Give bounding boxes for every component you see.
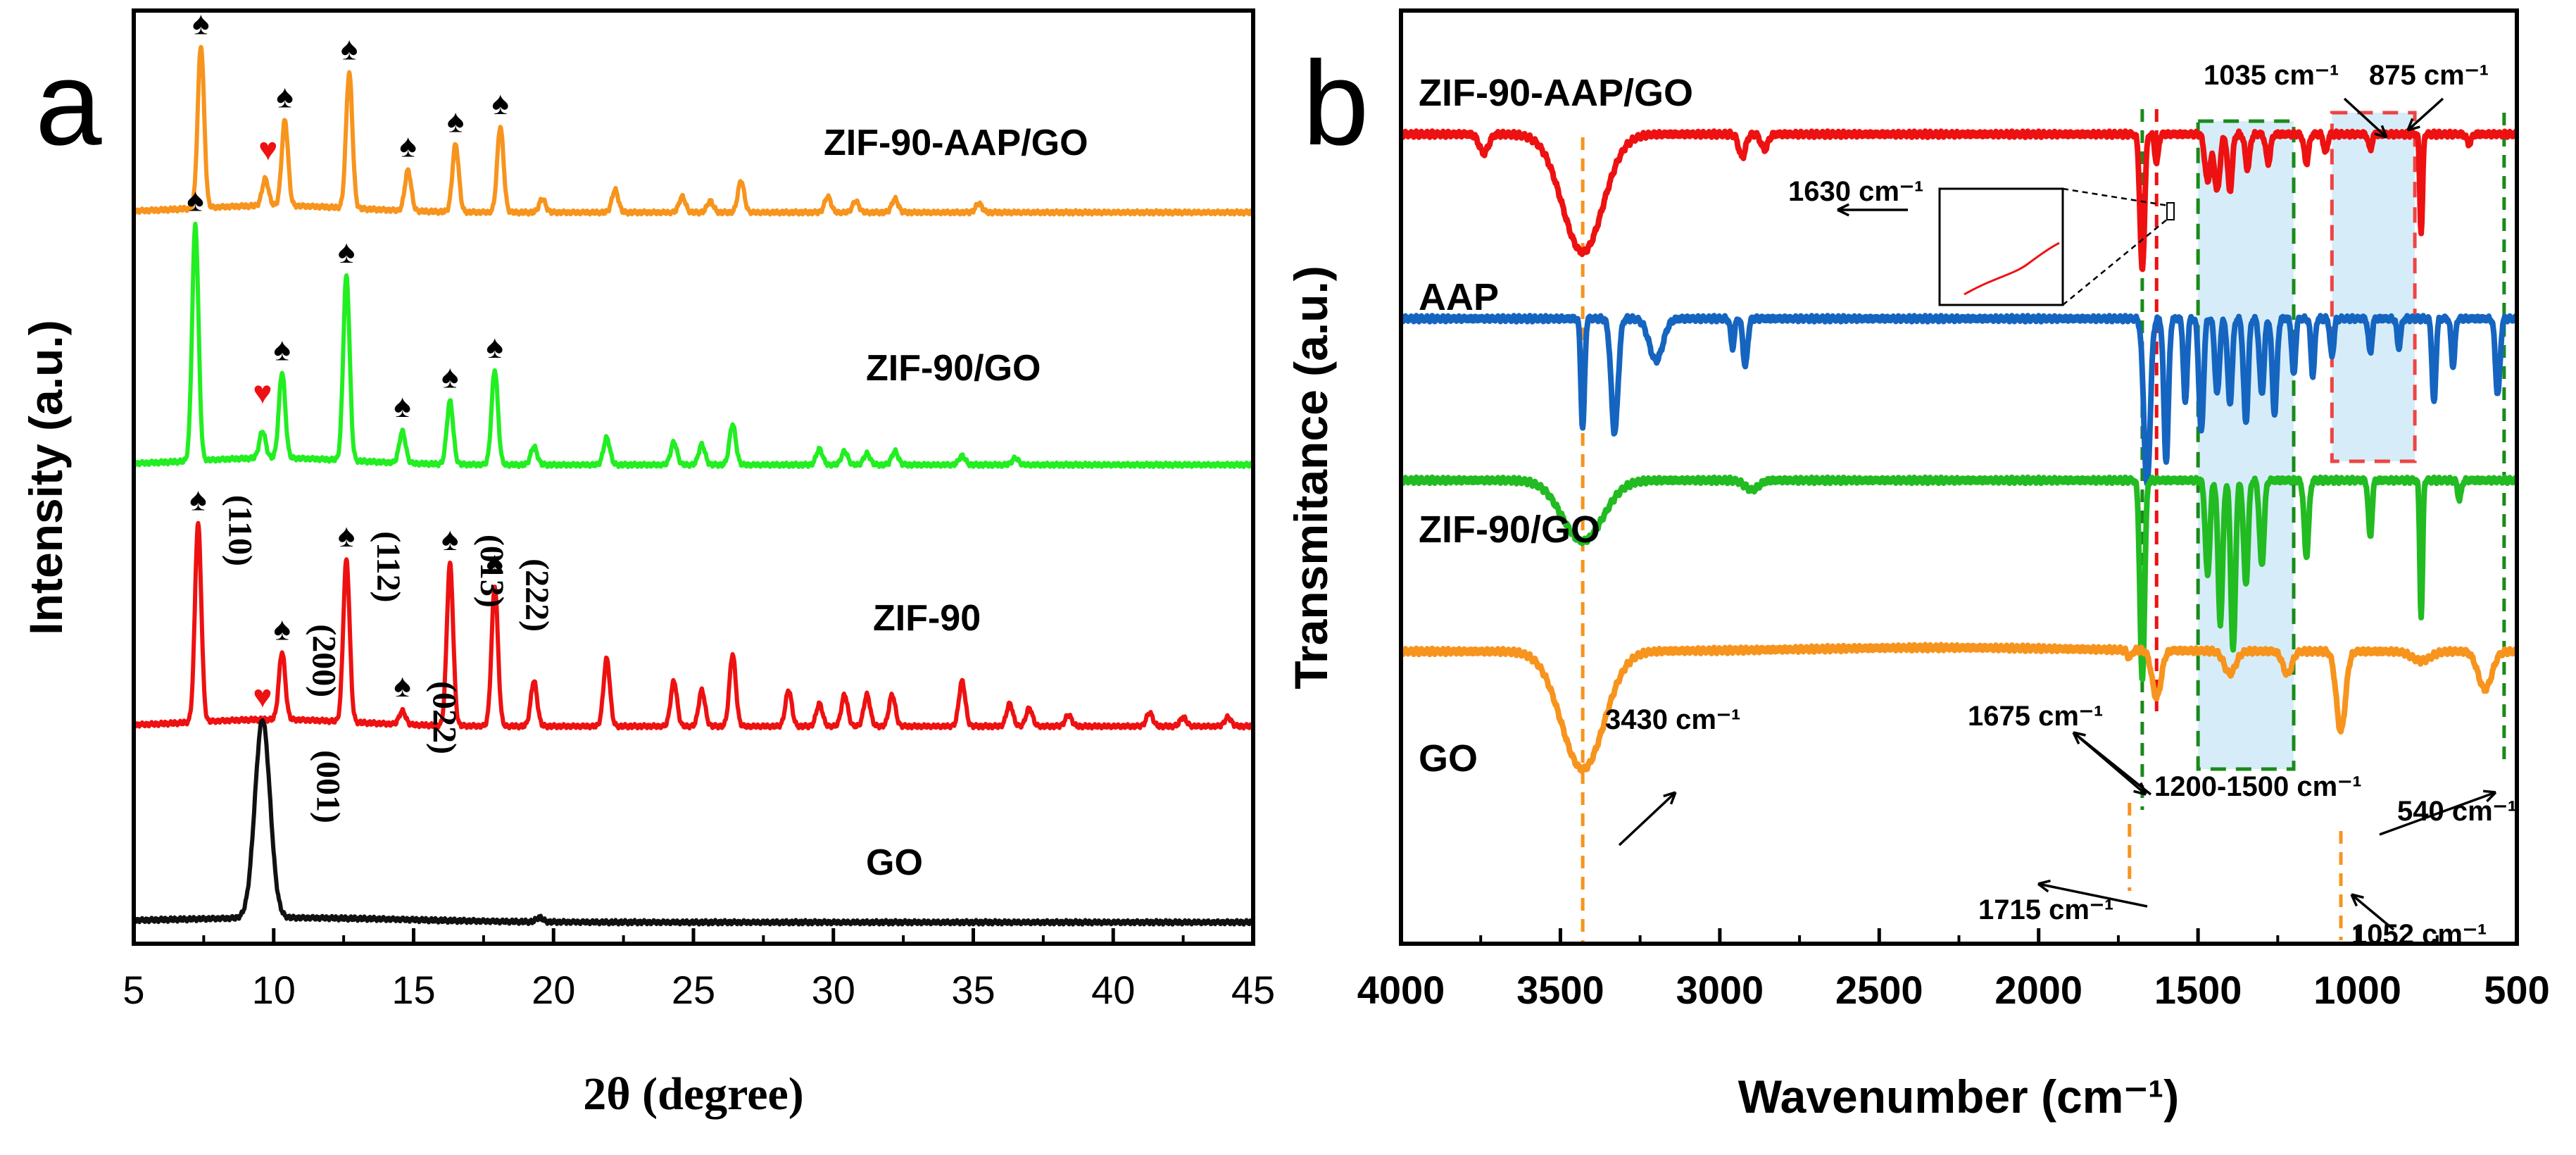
ftir-annotation: 3430 cm⁻¹ — [1605, 704, 1740, 735]
x-tick-label: 25 — [672, 968, 715, 1012]
annotation-arrow — [2037, 879, 2148, 908]
x-tick-label: 30 — [812, 968, 855, 1012]
xrd-label-go: GO — [866, 842, 923, 883]
ftir-label-go: GO — [1419, 737, 1478, 780]
panel-a-letter: a — [35, 37, 102, 170]
ftir-series-zif-90-aap-go — [1401, 128, 2517, 273]
panel-a-lines-layer — [134, 44, 1253, 927]
ftir-annotation: 1630 cm⁻¹ — [1788, 176, 1923, 207]
x-tick-label: 40 — [1091, 968, 1135, 1012]
spade-marker: ♠ — [273, 610, 290, 647]
ftir-label-zif-90-go: ZIF-90/GO — [1419, 508, 1600, 551]
heart-marker: ♥ — [253, 374, 272, 411]
ftir-label-aap: AAP — [1419, 276, 1499, 318]
x-tick-label: 10 — [252, 968, 296, 1012]
x-tick-label: 3500 — [1516, 968, 1604, 1012]
inset-zoom — [1938, 187, 2175, 306]
x-tick-label: 4000 — [1357, 968, 1445, 1012]
ftir-annotation: 1675 cm⁻¹ — [1968, 701, 2103, 732]
panel-b: b ZIF-90-AAP/GO AAP ZIF-90/GO GO 3430 cm⁻¹ 16… — [1285, 8, 2550, 1123]
spade-marker: ♠ — [338, 233, 355, 270]
spade-marker: ♠ — [492, 85, 509, 121]
xrd-series-zif-90-aap-go — [134, 44, 1253, 217]
xrd-series-zif-90-go — [134, 221, 1253, 470]
x-tick-label: 1000 — [2313, 968, 2401, 1012]
spade-marker: ♠ — [441, 358, 458, 394]
panel-b-annotations: ZIF-90-AAP/GO AAP ZIF-90/GO GO 3430 cm⁻¹ 1675… — [1419, 60, 2517, 950]
miller-index-label: (200) — [306, 624, 343, 697]
panel-a-markers-layer: ZIF-90-AAP/GO ZIF-90/GO ZIF-90 GO ♠ ♠ ♠ ♠ ♠ ♠ ♠ ♠ ♠ ♠… — [187, 5, 1088, 883]
heart-marker: ♥ — [253, 678, 272, 715]
panel-b-letter: b — [1302, 37, 1369, 170]
xrd-series-go — [134, 718, 1253, 927]
spade-marker: ♠ — [486, 328, 503, 365]
x-tick-label: 3000 — [1676, 968, 1764, 1012]
annotation-arrow — [1618, 791, 1677, 847]
ftir-series-aap — [1401, 313, 2517, 487]
ftir-series-go — [1401, 642, 2517, 775]
x-tick-label: 45 — [1231, 968, 1275, 1012]
spade-marker: ♠ — [187, 182, 203, 218]
annotation-arrow — [2350, 893, 2395, 931]
spade-marker: ♠ — [273, 330, 290, 367]
annotation-arrow — [2072, 731, 2152, 796]
panel-b-xlabel: Wavenumber (cm⁻¹) — [1738, 1070, 2179, 1123]
ftir-annotation: 1035 cm⁻¹ — [2204, 60, 2339, 91]
spade-marker: ♠ — [338, 517, 355, 554]
panel-a: a ZIF-90-AAP/GO ZIF-90/GO ZIF-90 GO ♠ ♠ ♠ ♠ ♠ ♠ ♠ ♠… — [20, 5, 1275, 1120]
ftir-annotation: 1715 cm⁻¹ — [1978, 894, 2113, 925]
inset-curve — [1964, 242, 2060, 296]
annotation-arrow — [2343, 97, 2388, 139]
panel-b-highlight-regions — [2196, 111, 2417, 771]
x-tick-label: 5 — [122, 968, 144, 1012]
highlight-region — [2196, 119, 2296, 771]
ftir-label-zif-90-aap-go: ZIF-90-AAP/GO — [1419, 72, 1693, 114]
spade-marker: ♠ — [276, 78, 293, 115]
spade-marker: ♠ — [189, 481, 206, 518]
miller-index-label: (022) — [426, 681, 463, 754]
x-tick-label: 2500 — [1835, 968, 1923, 1012]
heart-marker: ♥ — [258, 130, 277, 167]
xrd-label-zif-90-aap-go: ZIF-90-AAP/GO — [824, 123, 1088, 163]
spade-marker: ♠ — [447, 102, 464, 139]
miller-index-label: (222) — [518, 558, 555, 632]
x-tick-label: 1500 — [2154, 968, 2242, 1012]
panel-a-ticks: 5 10 15 20 25 30 35 40 45 — [122, 928, 1275, 1012]
highlight-region — [2330, 111, 2417, 463]
xrd-series-zif-90 — [134, 520, 1253, 731]
ftir-series-zif-90-go — [1401, 474, 2517, 682]
miller-index-label: (112) — [370, 531, 407, 602]
ftir-annotation: 1200-1500 cm⁻¹ — [2154, 771, 2362, 802]
x-tick-label: 20 — [532, 968, 575, 1012]
annotation-arrow — [1837, 203, 1908, 217]
spade-marker: ♠ — [394, 387, 410, 424]
miller-index-label: (013) — [473, 535, 510, 608]
x-tick-label: 500 — [2484, 968, 2549, 1012]
spade-marker: ♠ — [486, 544, 503, 581]
panel-b-lines-layer — [1401, 128, 2517, 775]
xrd-label-zif-90: ZIF-90 — [873, 598, 981, 639]
panel-a-ylabel: Intensity (a.u.) — [20, 320, 72, 635]
panel-a-xlabel: 2θ (degree) — [583, 1068, 804, 1120]
x-tick-label: 35 — [951, 968, 995, 1012]
annotation-arrow — [2406, 97, 2444, 132]
ftir-annotation: 875 cm⁻¹ — [2369, 60, 2489, 91]
miller-index-label: (001) — [309, 750, 346, 823]
spade-marker: ♠ — [394, 667, 410, 704]
x-tick-label: 2000 — [1994, 968, 2082, 1012]
annotation-arrow — [2379, 789, 2497, 836]
panel-b-ticks: 4000 3500 3000 2500 2000 1500 1000 500 — [1357, 928, 2550, 1012]
spade-marker: ♠ — [441, 520, 458, 557]
inset-frame — [1938, 187, 2064, 306]
miller-index-label: (110) — [221, 495, 258, 566]
x-tick-label: 15 — [391, 968, 435, 1012]
xrd-label-zif-90-go: ZIF-90/GO — [866, 348, 1041, 389]
inset-source-box — [2166, 202, 2175, 220]
panel-b-ylabel: Transmitance (a.u.) — [1285, 266, 1337, 689]
inset-connector — [2062, 218, 2169, 306]
spade-marker: ♠ — [399, 127, 416, 164]
inset-connector — [2062, 187, 2169, 207]
spade-marker: ♠ — [341, 30, 358, 67]
